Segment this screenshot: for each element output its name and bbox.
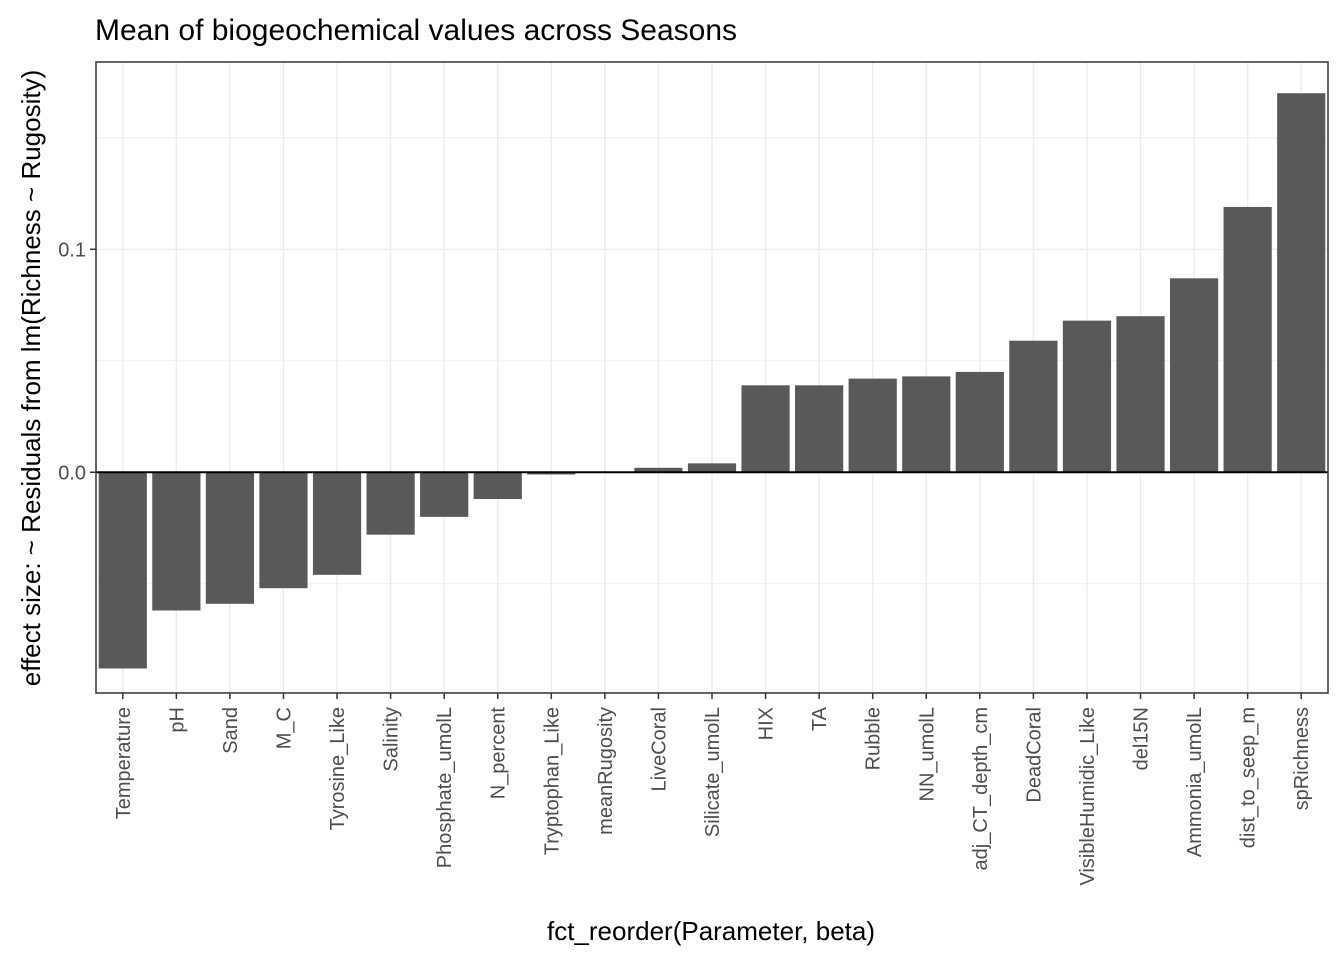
x-tick-label: spRichness [1291, 707, 1313, 810]
x-tick-label: LiveCoral [648, 707, 670, 791]
x-tick-label: Silicate_umolL [702, 707, 724, 837]
bar-N_percent [473, 472, 522, 500]
bars [98, 93, 1326, 669]
bar-del15N [1116, 316, 1165, 473]
y-axis-title: effect size: ~ Residuals from lm(Richnes… [16, 70, 46, 687]
x-tick-label: N_percent [488, 707, 510, 800]
x-tick-label: adj_CT_depth_cm [970, 707, 992, 870]
x-tick-label: pH [166, 707, 188, 733]
bar-TA [795, 385, 844, 473]
x-tick-label: Phosphate_umolL [434, 707, 456, 868]
bar-Sand [205, 472, 255, 604]
chart-title: Mean of biogeochemical values across Sea… [95, 14, 737, 47]
y-axis: 0.0 0.1 [58, 239, 96, 484]
x-tick-label: Sand [220, 707, 242, 754]
x-tick-label: DeadCoral [1023, 707, 1045, 803]
bar-spRichness [1277, 93, 1326, 473]
x-tick-label: VisibleHumidic_Like [1077, 707, 1099, 886]
x-tick-label: Tyrosine_Like [327, 707, 349, 830]
x-tick-label: TA [809, 706, 831, 731]
bar-Tyrosine_Like [312, 472, 362, 575]
bar-Rubble [848, 378, 897, 473]
bar-Silicate_umolL [687, 463, 737, 473]
x-tick-label: dist_to_seep_m [1238, 707, 1260, 848]
x-tick-label: HIX [756, 707, 778, 740]
bar-Salinity [366, 472, 415, 535]
bar-HIX [741, 385, 790, 473]
y-tick-label: 0.1 [58, 239, 86, 261]
x-tick-label: Temperature [113, 707, 135, 819]
x-tick-label: Rubble [863, 707, 885, 770]
bar-adj_CT_depth_cm [955, 371, 1004, 473]
bar-LiveCoral [634, 467, 683, 473]
x-axis: Temperature pH Sand M_C Tyrosine_Like Salinit… [113, 693, 1313, 886]
x-tick-label: Tryptophan_Like [541, 707, 563, 855]
x-tick-label: Salinity [381, 707, 403, 771]
bar-Tryptophan_Like [527, 472, 576, 475]
bar-NN_umolL [902, 376, 951, 473]
bar-pH [152, 472, 201, 611]
bar-dist_to_seep_m [1223, 206, 1272, 473]
bar-Phosphate_umolL [420, 472, 469, 517]
x-tick-label: M_C [273, 707, 295, 749]
x-tick-label: NN_umolL [916, 707, 938, 801]
bar-M_C [259, 472, 308, 589]
y-tick-label: 0.0 [58, 462, 86, 484]
x-tick-label: meanRugosity [595, 707, 617, 835]
bar-DeadCoral [1009, 340, 1058, 473]
x-tick-label: Ammonia_umolL [1184, 707, 1206, 857]
bar-Ammonia_umolL [1169, 278, 1219, 473]
x-tick-label: del15N [1131, 707, 1153, 770]
bar-Temperature [98, 472, 147, 669]
bar-VisibleHumidic_Like [1062, 320, 1112, 473]
x-axis-title: fct_reorder(Parameter, beta) [547, 916, 875, 946]
